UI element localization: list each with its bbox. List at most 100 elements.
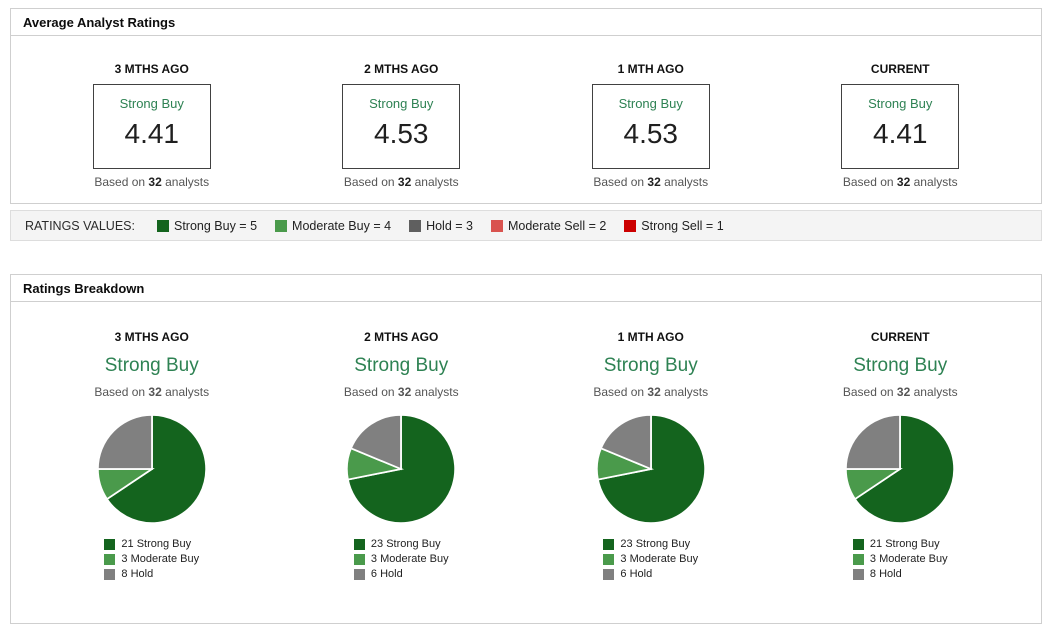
rating-label: Strong Buy: [868, 96, 933, 111]
period-label: 3 MTHS AGO: [114, 62, 189, 76]
analyst-count: 32: [148, 385, 162, 399]
pie-legend-item: 8 Hold: [852, 568, 948, 580]
legend-swatch-icon: [353, 568, 365, 580]
breakdown-column-current: CURRENT Strong Buy Based on 32 analysts …: [776, 330, 1026, 585]
legend-swatch-icon: [603, 568, 615, 580]
legend-swatch-icon: [852, 568, 864, 580]
pie-chart: [595, 413, 706, 524]
pie-chart: [845, 413, 956, 524]
pie-legend: 23 Strong Buy 3 Moderate Buy 6 Hold: [603, 535, 698, 583]
pie-legend-item: 23 Strong Buy: [353, 538, 449, 550]
pie-legend: 21 Strong Buy 3 Moderate Buy 8 Hold: [104, 535, 199, 583]
breakdown-column-2mths: 2 MTHS AGO Strong Buy Based on 32 analys…: [277, 330, 527, 585]
pie-legend-label: 8 Hold: [121, 568, 154, 580]
rating-column-1mth: 1 MTH AGO Strong Buy 4.53 Based on 32 an…: [526, 62, 776, 189]
pie-legend: 23 Strong Buy 3 Moderate Buy 6 Hold: [353, 535, 449, 583]
pie-slice: [350, 413, 403, 471]
pie-slice: [854, 413, 956, 524]
pie-legend-label: 23 Strong Buy: [620, 538, 691, 550]
rating-column-2mths: 2 MTHS AGO Strong Buy 4.53 Based on 32 a…: [277, 62, 527, 189]
rating-column-3mths: 3 MTHS AGO Strong Buy 4.41 Based on 32 a…: [27, 62, 277, 189]
analyst-count: 32: [896, 175, 911, 189]
rating-label: Strong Buy: [369, 96, 434, 111]
period-label: 1 MTH AGO: [617, 62, 684, 76]
panel-ratings-breakdown: Ratings Breakdown 3 MTHS AGO Strong Buy …: [10, 274, 1042, 624]
rating-label: Strong Buy: [618, 96, 683, 111]
legend-swatch-icon: [353, 538, 365, 550]
rating-value: 4.53: [623, 118, 679, 149]
pie-legend-item: 6 Hold: [603, 568, 698, 580]
rating-box: Strong Buy 4.41: [841, 84, 960, 169]
moderate-sell-swatch-icon: [490, 219, 503, 232]
period-label: 3 MTHS AGO: [114, 330, 189, 344]
ratings-values-label: RATINGS VALUES:: [25, 218, 135, 233]
panel-average-analyst-ratings: Average Analyst Ratings 3 MTHS AGO Stron…: [10, 8, 1042, 204]
pie-legend-item: 23 Strong Buy: [603, 538, 698, 550]
legend-swatch-icon: [104, 568, 116, 580]
pie-slice: [96, 413, 153, 470]
based-on-text: Based on 32 analysts: [842, 385, 958, 399]
panel-title: Ratings Breakdown: [11, 275, 1041, 302]
rating-label: Strong Buy: [119, 96, 184, 111]
analyst-count: 32: [647, 385, 661, 399]
strong-sell-swatch-icon: [624, 219, 637, 232]
pie-chart: [346, 413, 457, 524]
analyst-count: 32: [397, 175, 412, 189]
ratings-row: 3 MTHS AGO Strong Buy 4.41 Based on 32 a…: [11, 36, 1041, 203]
pie-legend-item: 21 Strong Buy: [852, 538, 948, 550]
legend-swatch-icon: [852, 553, 864, 565]
pie-legend-item: 8 Hold: [104, 568, 199, 580]
rating-value: 4.41: [124, 118, 180, 149]
pie-legend: 21 Strong Buy 3 Moderate Buy 8 Hold: [852, 535, 948, 583]
based-on-text: Based on 32 analysts: [593, 175, 709, 189]
based-on-text: Based on 32 analysts: [343, 385, 459, 399]
pie-legend-item: 6 Hold: [353, 568, 449, 580]
pie-legend-label: 21 Strong Buy: [869, 538, 940, 550]
hold-swatch-icon: [409, 219, 422, 232]
period-label: CURRENT: [870, 62, 930, 76]
rating-box: Strong Buy 4.53: [591, 84, 710, 169]
pie-legend-label: 3 Moderate Buy: [869, 553, 948, 565]
analyst-count: 32: [148, 175, 162, 189]
period-label: 1 MTH AGO: [617, 330, 684, 344]
ratings-values-bar: RATINGS VALUES: Strong Buy = 5 Moderate …: [10, 210, 1042, 241]
panel-title: Average Analyst Ratings: [11, 9, 1041, 36]
rating-label: Strong Buy: [104, 355, 199, 376]
legend-swatch-icon: [603, 538, 615, 550]
legend-item-strong-sell: Strong Sell = 1: [624, 219, 724, 233]
analyst-count: 32: [397, 385, 412, 399]
pie-slice: [599, 413, 652, 471]
rating-value: 4.41: [873, 118, 928, 149]
analyst-count: 32: [647, 175, 661, 189]
pie-legend-label: 3 Moderate Buy: [370, 553, 449, 565]
strong-buy-swatch-icon: [156, 219, 169, 232]
legend-swatch-icon: [104, 553, 116, 565]
pie-legend-item: 3 Moderate Buy: [852, 553, 948, 565]
legend-item-strong-buy: Strong Buy = 5: [156, 219, 257, 233]
breakdown-row: 3 MTHS AGO Strong Buy Based on 32 analys…: [11, 302, 1041, 623]
pie-legend-label: 23 Strong Buy: [370, 538, 441, 550]
based-on-text: Based on 32 analysts: [593, 385, 709, 399]
legend-item-moderate-buy: Moderate Buy = 4: [275, 219, 391, 233]
rating-label: Strong Buy: [853, 355, 948, 376]
rating-box: Strong Buy 4.53: [342, 84, 461, 169]
rating-label: Strong Buy: [603, 355, 698, 376]
rating-box: Strong Buy 4.41: [92, 84, 211, 169]
analyst-count: 32: [896, 385, 911, 399]
legend-item-hold: Hold = 3: [409, 219, 473, 233]
rating-value: 4.53: [374, 118, 429, 149]
pie-legend-label: 6 Hold: [370, 568, 403, 580]
pie-legend-item: 21 Strong Buy: [104, 538, 199, 550]
legend-swatch-icon: [603, 553, 615, 565]
period-label: 2 MTHS AGO: [364, 330, 439, 344]
rating-column-current: CURRENT Strong Buy 4.41 Based on 32 anal…: [776, 62, 1026, 189]
pie-legend-label: 8 Hold: [869, 568, 902, 580]
based-on-text: Based on 32 analysts: [94, 175, 210, 189]
pie-legend-label: 3 Moderate Buy: [620, 553, 699, 565]
period-label: CURRENT: [870, 330, 930, 344]
based-on-text: Based on 32 analysts: [94, 385, 210, 399]
pie-legend-item: 3 Moderate Buy: [603, 553, 698, 565]
breakdown-column-1mth: 1 MTH AGO Strong Buy Based on 32 analyst…: [526, 330, 776, 585]
legend-swatch-icon: [353, 553, 365, 565]
moderate-buy-swatch-icon: [275, 219, 288, 232]
